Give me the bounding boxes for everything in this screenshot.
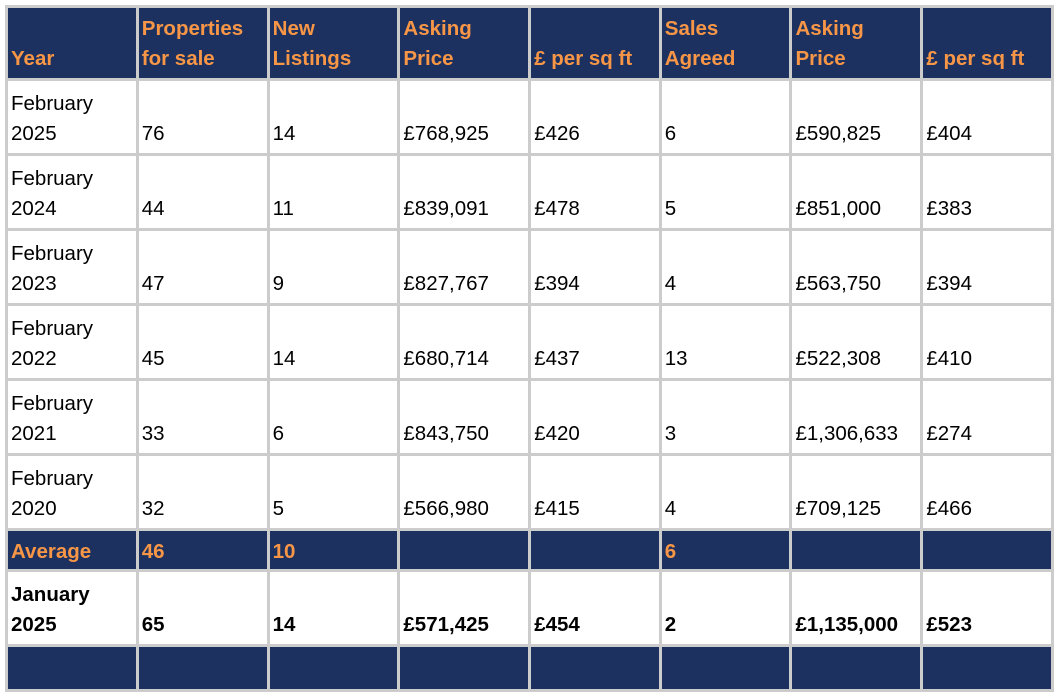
table-cell: £522,308 [792,306,921,378]
table-row: February 2020 32 5 £566,980 £415 4 £709,125 £46… [8,456,1051,528]
property-stats-table: Year Properties for sale New Listings Askin… [5,5,1054,692]
table-cell [792,531,921,569]
column-header: Sales Agreed [661,8,790,78]
table-cell: 14 [269,306,398,378]
table-cell: £566,980 [400,456,529,528]
column-header: £ per sq ft [923,8,1051,78]
table-cell: 11 [269,156,398,228]
table-cell: 76 [138,81,267,153]
table-cell: 44 [138,156,267,228]
table-cell: February 2022 [8,306,136,378]
table-cell: 9 [269,231,398,303]
table-cell: £839,091 [400,156,529,228]
table-cell: 14 [269,81,398,153]
average-row: Average 46 10 6 [8,531,1051,569]
table-cell: £454 [531,572,659,644]
current-month-row: January 2025 65 14 £571,425 £454 2 £1,135,000 £… [8,572,1051,644]
table-cell [400,647,529,689]
table-cell: 13 [661,306,790,378]
table-cell: 3 [661,381,790,453]
table-cell: Average [8,531,136,569]
blank-footer-row [8,647,1051,689]
table-cell: £426 [531,81,659,153]
table-cell: 47 [138,231,267,303]
table-cell: £1,306,633 [792,381,921,453]
column-header: Properties for sale [138,8,267,78]
table-cell: February 2023 [8,231,136,303]
table-cell [8,647,136,689]
table-cell [661,647,790,689]
table-cell: February 2021 [8,381,136,453]
table-cell: £709,125 [792,456,921,528]
table-cell: £383 [923,156,1051,228]
table-cell: 65 [138,572,267,644]
table-cell: £827,767 [400,231,529,303]
column-header: New Listings [269,8,398,78]
table-cell [531,647,659,689]
table-cell: 6 [661,81,790,153]
header-row: Year Properties for sale New Listings Askin… [8,8,1051,78]
table-cell [923,647,1051,689]
table-cell [400,531,529,569]
column-header: Asking Price [400,8,529,78]
table-cell: £1,135,000 [792,572,921,644]
table-cell: February 2020 [8,456,136,528]
table-row: February 2022 45 14 £680,714 £437 13 £522,308 £… [8,306,1051,378]
table-cell: 2 [661,572,790,644]
table-cell [269,647,398,689]
table-row: February 2023 47 9 £827,767 £394 4 £563,750 £39… [8,231,1051,303]
table-cell: 14 [269,572,398,644]
table-cell: £523 [923,572,1051,644]
table-cell: 33 [138,381,267,453]
table-cell: 45 [138,306,267,378]
table-cell: £404 [923,81,1051,153]
table-cell: £571,425 [400,572,529,644]
table-cell: 4 [661,231,790,303]
table-cell: £590,825 [792,81,921,153]
table-cell [531,531,659,569]
column-header: Year [8,8,136,78]
table-cell: February 2025 [8,81,136,153]
table-cell [792,647,921,689]
table-cell: £843,750 [400,381,529,453]
column-header: £ per sq ft [531,8,659,78]
table-cell: 10 [269,531,398,569]
table-cell: January 2025 [8,572,136,644]
table-cell [923,531,1051,569]
table-cell: £394 [531,231,659,303]
table-cell [138,647,267,689]
table-cell: February 2024 [8,156,136,228]
table-cell: £394 [923,231,1051,303]
table-cell: 6 [661,531,790,569]
table-row: February 2025 76 14 £768,925 £426 6 £590,825 £4… [8,81,1051,153]
table-row: February 2021 33 6 £843,750 £420 3 £1,306,633 £… [8,381,1051,453]
table-cell: £851,000 [792,156,921,228]
table-cell: 6 [269,381,398,453]
table-cell: £768,925 [400,81,529,153]
table-cell: £680,714 [400,306,529,378]
table-cell: 4 [661,456,790,528]
table-cell: £437 [531,306,659,378]
table-cell: £563,750 [792,231,921,303]
table-row: February 2024 44 11 £839,091 £478 5 £851,000 £3… [8,156,1051,228]
table-cell: 5 [661,156,790,228]
table-cell: £274 [923,381,1051,453]
column-header: Asking Price [792,8,921,78]
table-cell: £466 [923,456,1051,528]
table-cell: 5 [269,456,398,528]
table-cell: 46 [138,531,267,569]
table-cell: £478 [531,156,659,228]
table-cell: £410 [923,306,1051,378]
table-cell: £415 [531,456,659,528]
table-cell: £420 [531,381,659,453]
table-cell: 32 [138,456,267,528]
